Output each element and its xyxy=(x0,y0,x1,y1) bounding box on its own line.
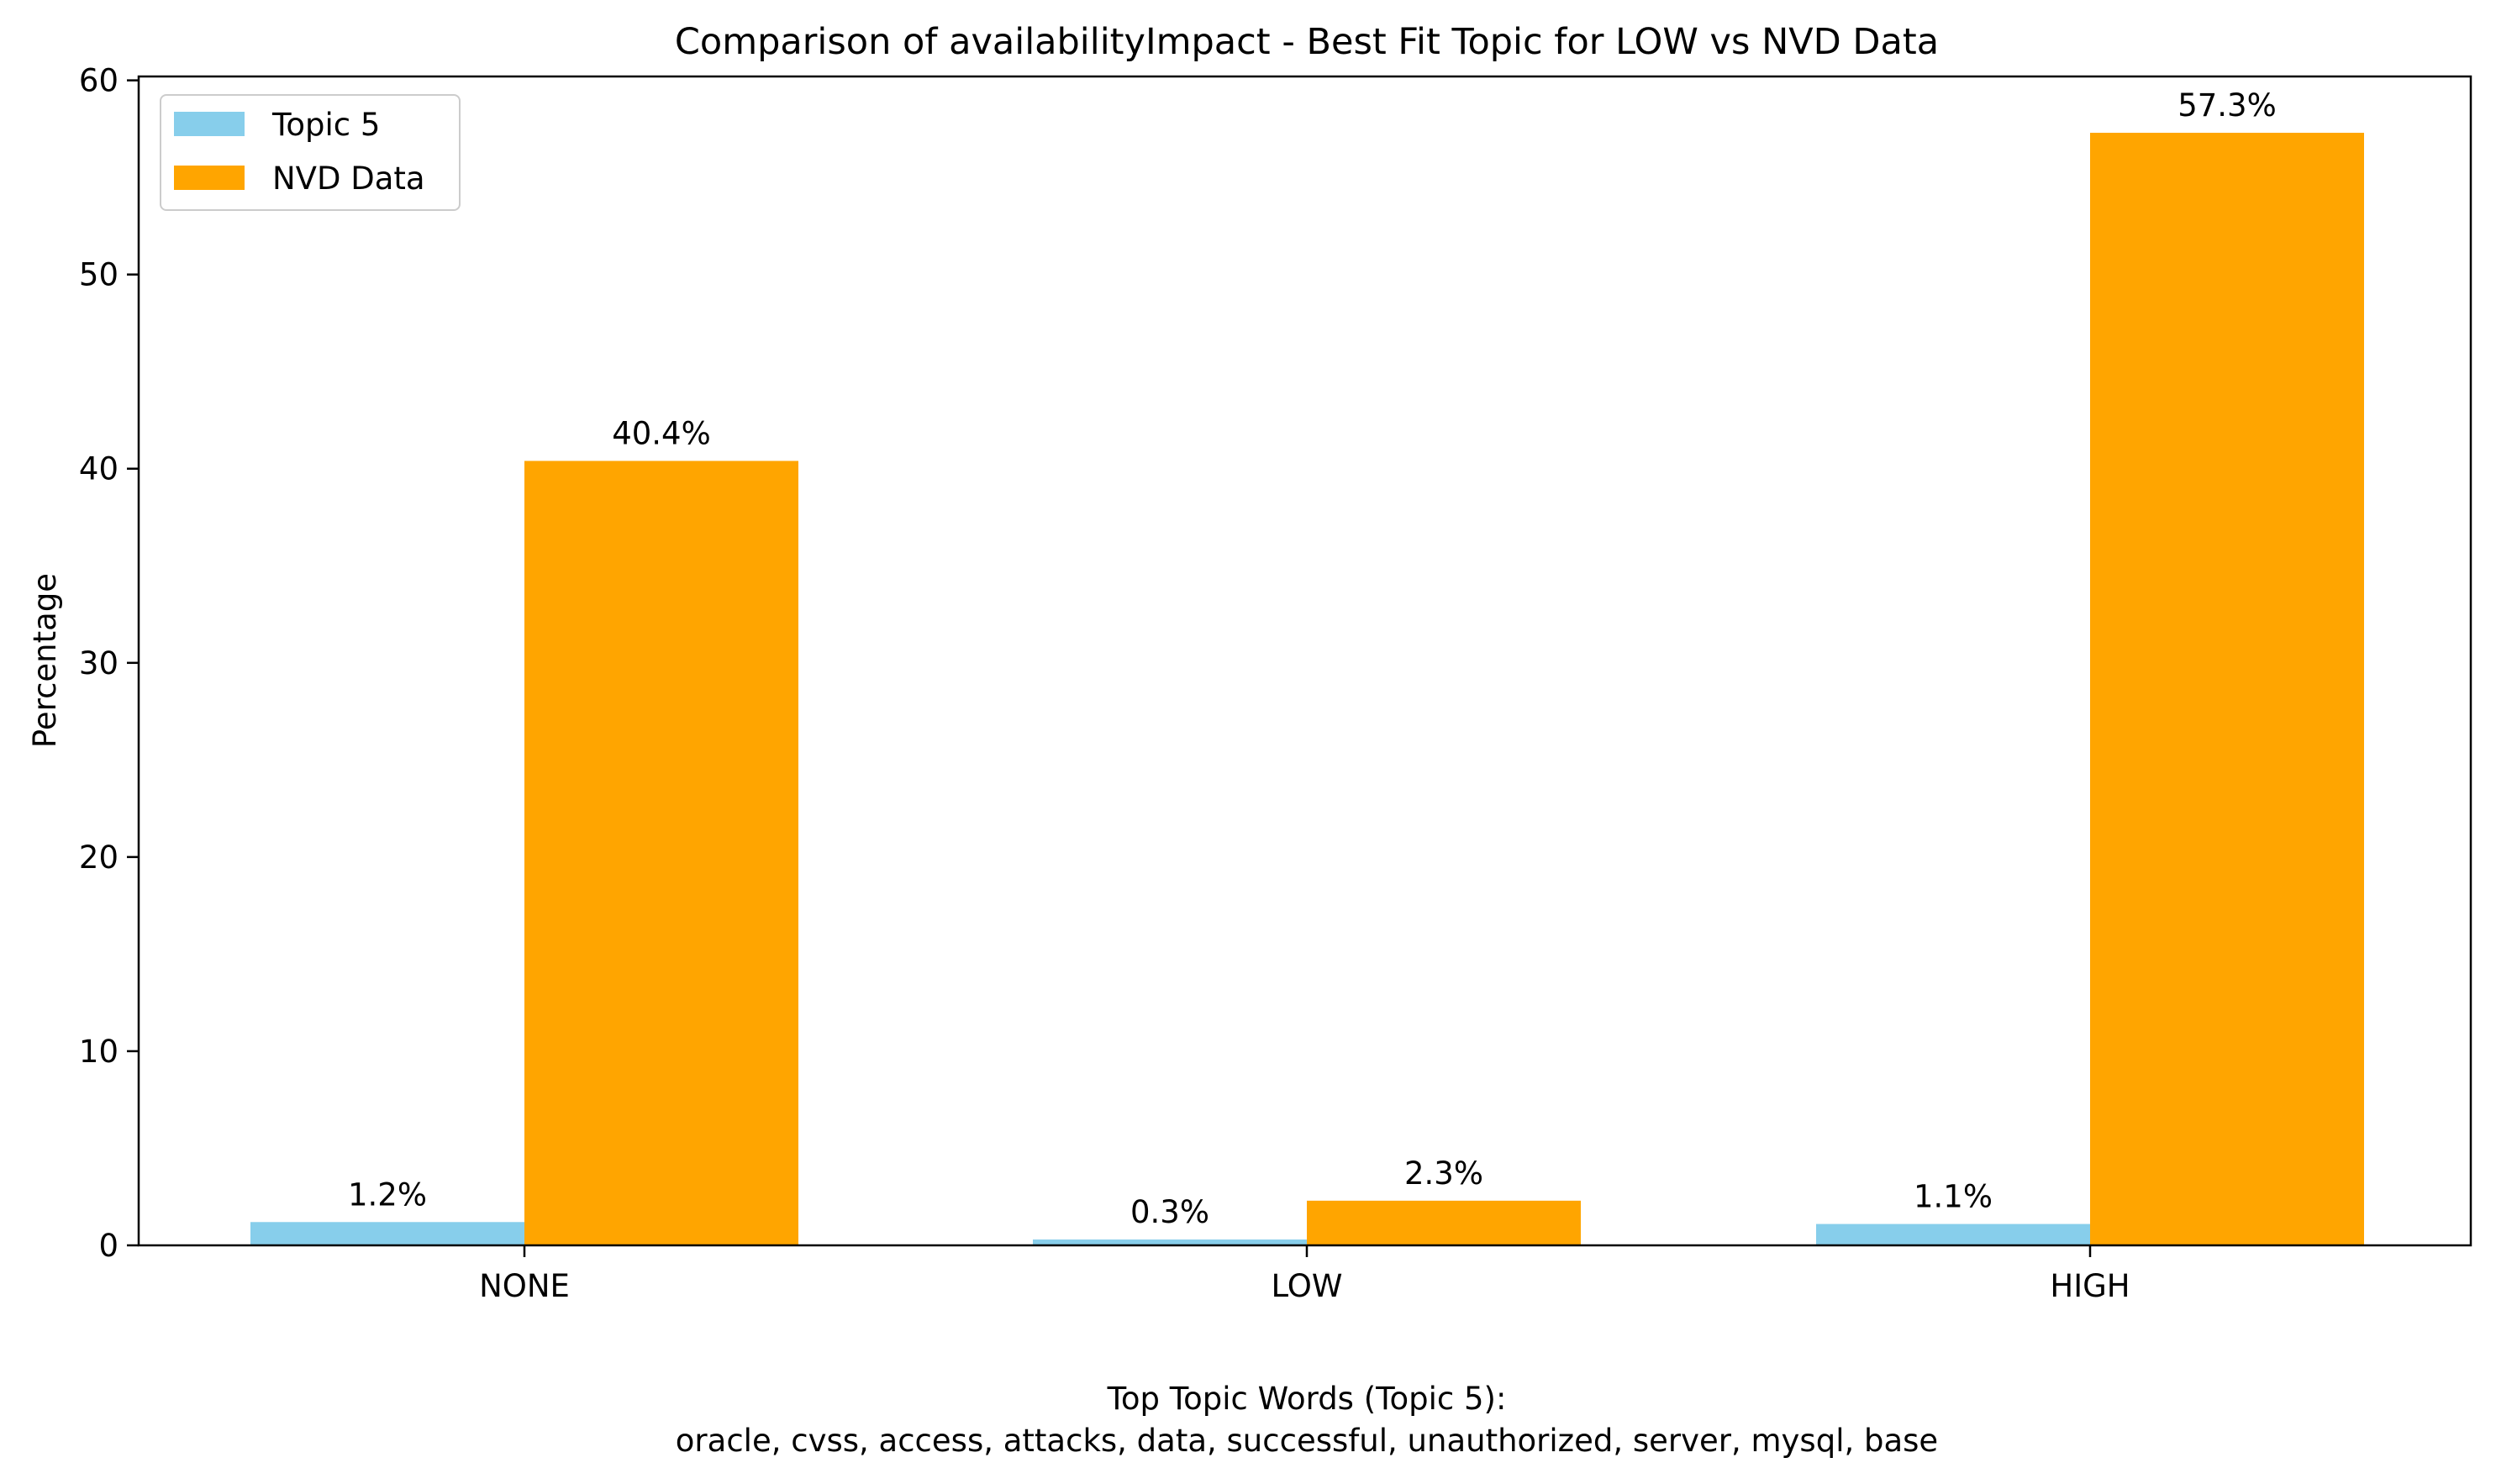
y-tick-label-20: 20 xyxy=(79,839,118,876)
data-label-topic-5-low: 0.3% xyxy=(1130,1194,1209,1230)
bar-topic-5-none xyxy=(250,1222,524,1245)
bar-nvd-data-high xyxy=(2090,133,2364,1245)
bars xyxy=(250,133,2364,1245)
bar-topic-5-low xyxy=(1033,1239,1307,1245)
data-label-topic-5-high: 1.1% xyxy=(1914,1179,1993,1215)
chart-title: Comparison of availabilityImpact - Best … xyxy=(675,21,1939,63)
plot-area-frame xyxy=(137,75,2472,1247)
data-label-nvd-data-high: 57.3% xyxy=(2177,87,2277,124)
y-tick-label-30: 30 xyxy=(79,645,118,681)
legend-label-topic-5: Topic 5 xyxy=(271,107,380,143)
legend-label-nvd-data: NVD Data xyxy=(272,161,425,197)
legend: Topic 5 NVD Data xyxy=(160,94,461,211)
y-tick-label-40: 40 xyxy=(79,451,118,487)
legend-swatch-topic-5 xyxy=(174,112,245,136)
bar-nvd-data-none xyxy=(524,460,798,1245)
footer-heading: Top Topic Words (Topic 5): xyxy=(1107,1381,1507,1417)
footer-topic-words: oracle, cvss, access, attacks, data, suc… xyxy=(676,1423,1938,1459)
y-tick-label-0: 0 xyxy=(98,1228,118,1264)
x-tick-label-low: LOW xyxy=(1271,1268,1342,1304)
data-label-nvd-data-low: 2.3% xyxy=(1404,1155,1483,1192)
bar-labels: 1.2% 0.3% 1.1% 40.4% 2.3% 57.3% xyxy=(348,87,2277,1230)
data-label-topic-5-none: 1.2% xyxy=(348,1176,427,1213)
y-tick-label-60: 60 xyxy=(79,63,118,99)
y-axis-label: Percentage xyxy=(27,573,63,748)
legend-swatch-nvd-data xyxy=(174,166,245,190)
x-tick-label-none: NONE xyxy=(479,1268,570,1304)
data-label-nvd-data-none: 40.4% xyxy=(612,416,711,452)
y-tick-label-50: 50 xyxy=(79,257,118,293)
x-axis-ticks: NONE LOW HIGH xyxy=(479,1245,2130,1304)
x-tick-label-high: HIGH xyxy=(2050,1268,2130,1304)
y-axis-ticks: 0 10 20 30 40 50 60 xyxy=(79,63,139,1264)
bar-nvd-data-low xyxy=(1307,1200,1581,1245)
y-tick-label-10: 10 xyxy=(79,1034,118,1070)
bar-topic-5-high xyxy=(1816,1224,2090,1245)
